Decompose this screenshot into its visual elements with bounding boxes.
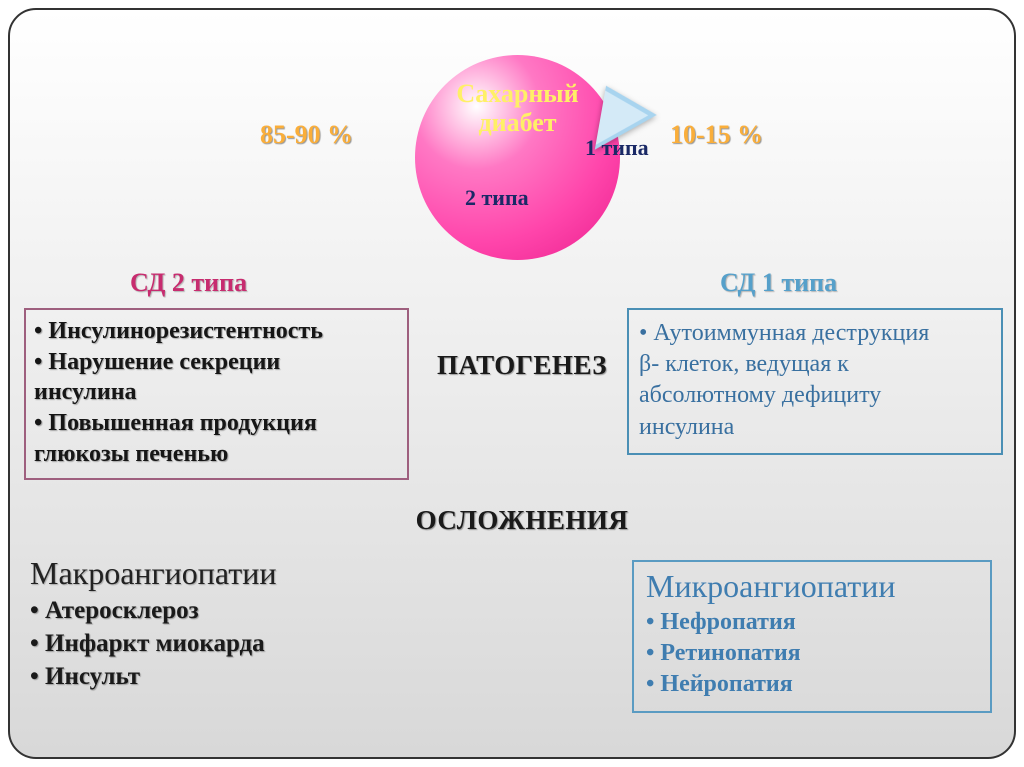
header-sd1: СД 1 типа <box>720 268 837 298</box>
patho2-item: инсулина <box>34 377 399 408</box>
macro-title: Макроангиопатии <box>30 555 400 592</box>
patho1-item: абсолютному дефициту <box>639 380 991 411</box>
pie-label-type1: 1 типа <box>585 135 649 161</box>
percent-type1: 10-15 % <box>670 120 763 150</box>
micro-item: • Ретинопатия <box>646 638 980 669</box>
micro-item: • Нейропатия <box>646 669 980 700</box>
slide-frame: 85-90 % 10-15 % Сахарный диабет 2 типа 1… <box>8 8 1016 759</box>
pathogenesis-box-type2: • Инсулинорезистентность • Нарушение сек… <box>24 308 409 480</box>
patho2-item: • Инсулинорезистентность <box>34 316 399 347</box>
pie-label-type2: 2 типа <box>465 185 529 211</box>
complications-macro: Макроангиопатии • Атеросклероз • Инфаркт… <box>30 555 400 693</box>
patho1-item: β- клеток, ведущая к <box>639 349 991 380</box>
percent-type2: 85-90 % <box>260 120 353 150</box>
macro-item: • Инфаркт миокарда <box>30 627 400 660</box>
pathogenesis-box-type1: • Аутоиммунная деструкция β- клеток, вед… <box>627 308 1003 455</box>
pie-chart: Сахарный диабет 2 типа 1 типа <box>400 30 660 260</box>
complications-micro: Микроангиопатии • Нефропатия • Ретинопат… <box>632 560 992 713</box>
patho2-item: • Повышенная продукция <box>34 408 399 439</box>
pie-title-line1: Сахарный <box>456 79 578 108</box>
pie-title: Сахарный диабет <box>400 80 635 137</box>
patho2-item: глюкозы печенью <box>34 439 399 470</box>
micro-item: • Нефропатия <box>646 607 980 638</box>
macro-item: • Атеросклероз <box>30 594 400 627</box>
pie-title-line2: диабет <box>478 108 556 137</box>
header-sd2: СД 2 типа <box>130 268 247 298</box>
patho1-item: • Аутоиммунная деструкция <box>639 318 991 349</box>
label-complications: ОСЛОЖНЕНИЯ <box>10 505 1016 536</box>
macro-item: • Инсульт <box>30 660 400 693</box>
micro-title: Микроангиопатии <box>646 568 980 605</box>
patho1-item: инсулина <box>639 412 991 443</box>
